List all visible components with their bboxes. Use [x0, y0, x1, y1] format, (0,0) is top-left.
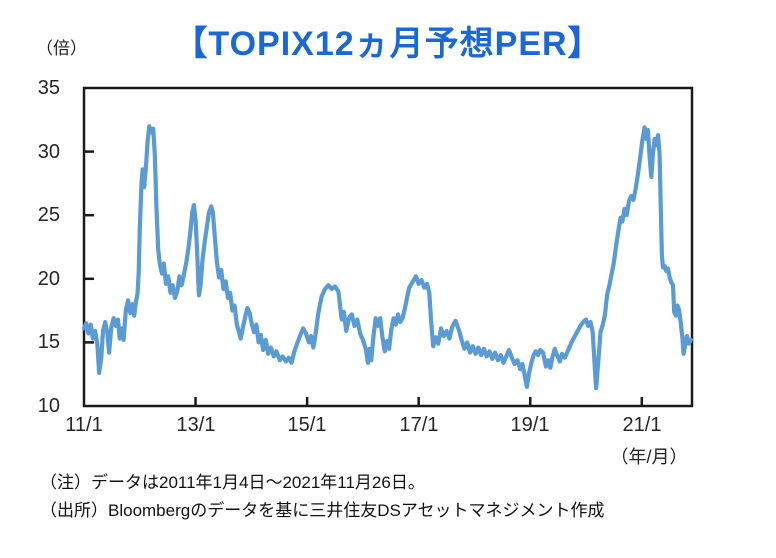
plot-border — [82, 86, 694, 408]
y-tick-label-10: 10 — [37, 395, 60, 417]
y-axis-unit-label: （倍） — [36, 39, 87, 58]
x-tick-label-21-1: 21/1 — [622, 414, 662, 436]
x-tick-label-19-1: 19/1 — [510, 414, 550, 436]
per-series-line — [81, 124, 694, 391]
footnote-source: （出所）Bloombergのデータを基に三井住友DSアセットマネジメント作成 — [40, 501, 605, 520]
x-tick-label-15-1: 15/1 — [287, 414, 327, 436]
y-tick-label-20: 20 — [37, 268, 60, 290]
x-tick-label-13-1: 13/1 — [176, 414, 216, 436]
y-tick-label-25: 25 — [37, 204, 60, 226]
y-tick-label-35: 35 — [37, 77, 60, 99]
footnote-data-range: （注）データは2011年1月4日～2021年11月26日。 — [40, 473, 425, 492]
x-tick-label-17-1: 17/1 — [399, 414, 439, 436]
y-tick-label-30: 30 — [37, 141, 60, 163]
chart-title: 【TOPIX12ヵ月予想PER】 — [173, 25, 603, 63]
x-tick-label-11-1: 11/1 — [65, 414, 103, 436]
y-tick-label-15: 15 — [37, 331, 60, 353]
x-axis-unit-label: （年/月） — [610, 447, 688, 467]
